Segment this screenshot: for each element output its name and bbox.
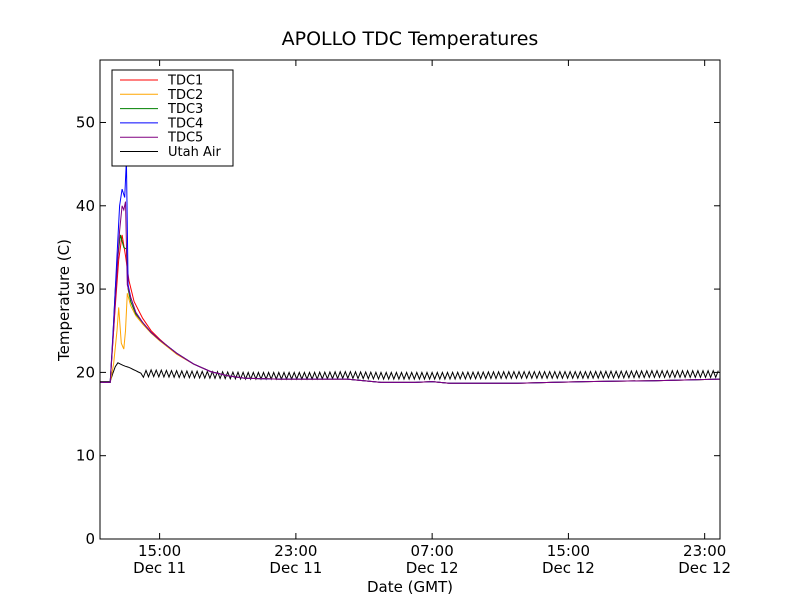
legend-label: TDC5 bbox=[167, 131, 203, 146]
x-tick-date-label: Dec 12 bbox=[542, 559, 595, 577]
legend-label: TDC3 bbox=[167, 102, 203, 117]
x-tick-time-label: 07:00 bbox=[411, 542, 454, 560]
x-tick-date-label: Dec 11 bbox=[133, 559, 186, 577]
y-tick-label: 20 bbox=[76, 363, 95, 381]
series-line-tdc5 bbox=[100, 201, 721, 384]
y-tick-label: 50 bbox=[76, 113, 95, 131]
x-tick-time-label: 15:00 bbox=[138, 542, 181, 560]
y-tick-label: 10 bbox=[76, 447, 95, 465]
x-tick-time-label: 23:00 bbox=[683, 542, 726, 560]
series-layer bbox=[100, 159, 721, 384]
y-axis-label: Temperature (C) bbox=[55, 239, 73, 362]
chart-title: APOLLO TDC Temperatures bbox=[282, 28, 539, 50]
y-tick-label: 40 bbox=[76, 197, 95, 215]
legend-label: Utah Air bbox=[168, 145, 221, 160]
x-tick-date-label: Dec 12 bbox=[406, 559, 459, 577]
x-tick-date-label: Dec 11 bbox=[269, 559, 322, 577]
x-axis-label: Date (GMT) bbox=[367, 578, 453, 596]
plot-frame bbox=[99, 59, 721, 540]
legend-label: TDC4 bbox=[167, 116, 203, 131]
legend-label: TDC2 bbox=[167, 88, 203, 103]
y-tick-label: 30 bbox=[76, 280, 95, 298]
x-tick-time-label: 23:00 bbox=[274, 542, 317, 560]
legend-box bbox=[111, 69, 234, 167]
x-tick-time-label: 15:00 bbox=[547, 542, 590, 560]
series-line-utah-air bbox=[100, 362, 719, 383]
y-tick-label: 0 bbox=[85, 530, 95, 548]
legend-label: TDC1 bbox=[167, 74, 203, 89]
x-tick-date-label: Dec 12 bbox=[678, 559, 731, 577]
